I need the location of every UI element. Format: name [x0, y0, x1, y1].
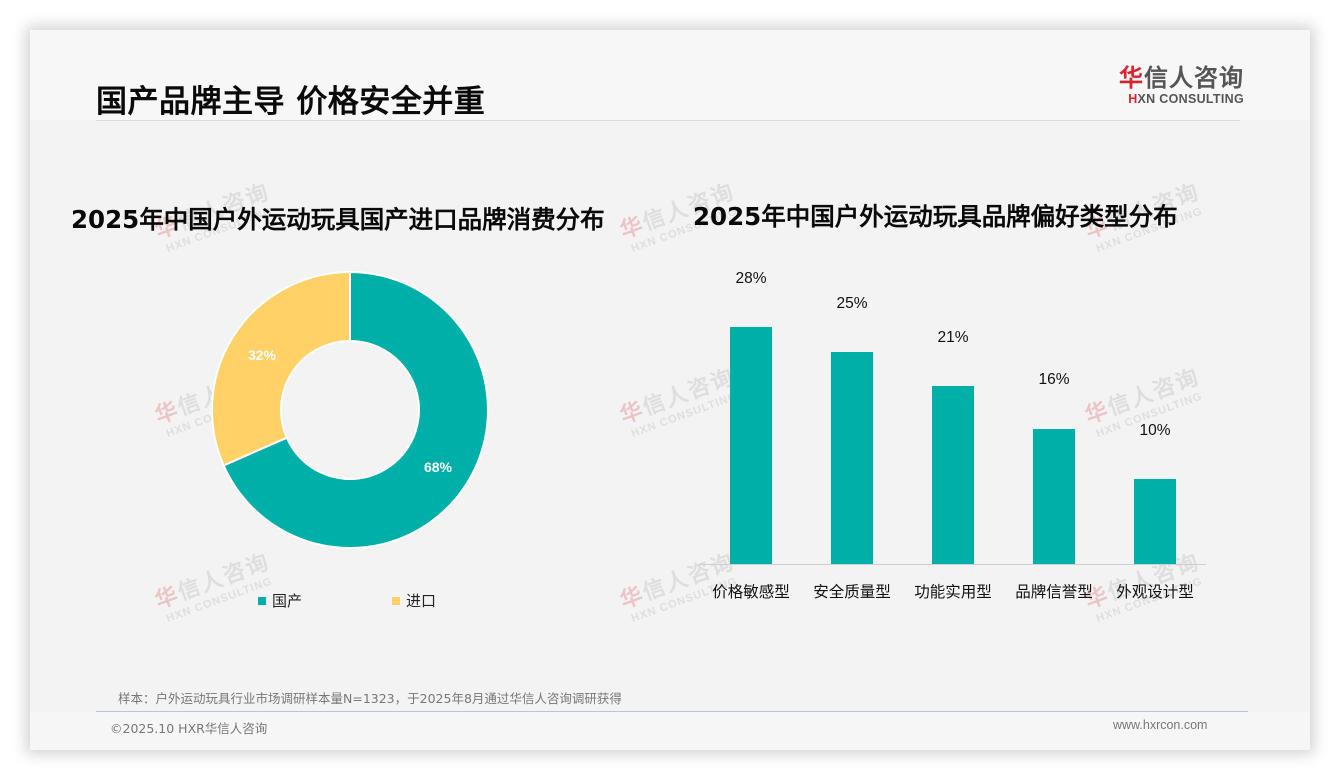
legend-item-domestic: 国产 [258, 590, 302, 611]
bar-safety-quality [831, 352, 873, 564]
bar-chart: 28% 25% 21% 16% 10% 价格敏感型 安全质量型 功能实用型 品牌… [700, 260, 1210, 601]
donut-label-imported: 32% [248, 347, 277, 363]
donut-svg: 32% 68% [211, 270, 489, 549]
x-tick-label: 品牌信誉型 [1015, 583, 1093, 601]
x-tick-label: 外观设计型 [1116, 583, 1194, 601]
x-tick-label: 功能实用型 [914, 583, 992, 601]
watermark: 华信人咨询 HXN CONSULTING [152, 549, 275, 626]
bar-price-sensitive [730, 327, 772, 564]
copyright: ©2025.10 HXR华信人咨询 [110, 721, 268, 736]
x-tick-label: 价格敏感型 [712, 583, 790, 601]
legend-item-imported: 进口 [392, 590, 436, 611]
sample-note: 样本：户外运动玩具行业市场调研样本量N=1323，于2025年8月通过华信人咨询… [118, 691, 622, 706]
title-divider [96, 120, 1240, 121]
x-axis-line [700, 564, 1206, 565]
brand-logo: 华信人咨询 HXN CONSULTING [1110, 64, 1244, 106]
bar-functional [932, 386, 974, 564]
legend-label-imported: 进口 [406, 593, 437, 610]
donut-slice-imported [211, 270, 351, 467]
logo-cn-rest: 信人咨询 [1144, 64, 1244, 92]
bar-value-label: 10% [1139, 422, 1171, 439]
bar-value-label: 16% [1038, 371, 1070, 388]
donut-label-domestic: 68% [424, 459, 453, 475]
bar-appearance-design [1134, 479, 1176, 564]
site-url: www.hxrcon.com [1113, 718, 1208, 732]
bar-brand-reputation [1033, 429, 1075, 564]
donut-chart: 32% 68% [210, 270, 490, 550]
logo-en-first: H [1128, 92, 1138, 106]
legend-swatch-domestic [258, 596, 266, 605]
logo-en: HXN CONSULTING [1110, 92, 1244, 106]
bar-value-label: 21% [937, 329, 969, 346]
logo-cn: 华信人咨询 [1110, 64, 1244, 92]
legend-label-domestic: 国产 [272, 593, 303, 610]
footer-divider [96, 711, 1248, 712]
legend-swatch-imported [392, 596, 400, 605]
logo-en-rest: XN CONSULTING [1137, 92, 1244, 106]
bar-value-label: 25% [836, 295, 868, 312]
x-tick-label: 安全质量型 [813, 583, 891, 601]
page-title: 国产品牌主导 价格安全并重 [96, 84, 486, 120]
slide: 国产品牌主导 价格安全并重 华信人咨询 HXN CONSULTING 华信人咨询… [30, 30, 1310, 750]
bar-value-label: 28% [735, 270, 767, 287]
donut-slice-domestic [222, 270, 489, 549]
header-band [30, 30, 1310, 120]
logo-cn-first: 华 [1119, 64, 1144, 92]
footer-band [30, 712, 1310, 750]
right-chart-title: 2025年中国户外运动玩具品牌偏好类型分布 [693, 202, 1178, 231]
left-chart-title: 2025年中国户外运动玩具国产进口品牌消费分布 [71, 205, 605, 234]
